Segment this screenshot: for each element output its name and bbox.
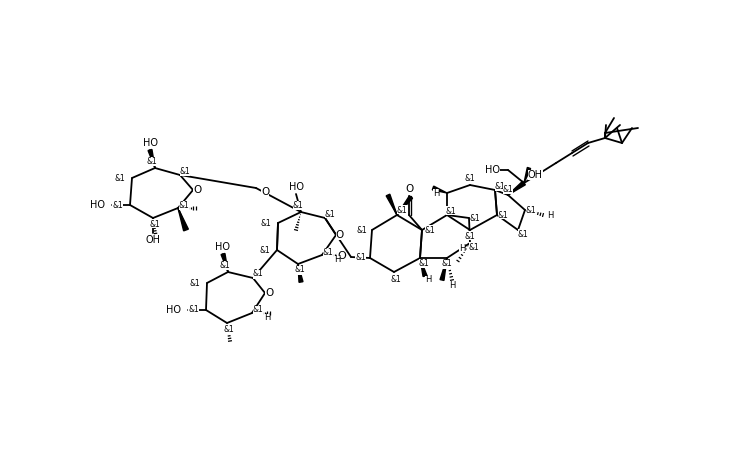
Text: &1: &1 xyxy=(397,206,407,214)
Text: HO: HO xyxy=(485,165,500,175)
Text: &1: &1 xyxy=(260,219,271,227)
Text: O: O xyxy=(337,251,346,261)
Text: HO: HO xyxy=(142,138,157,148)
Text: &1: &1 xyxy=(253,306,263,314)
Text: H: H xyxy=(433,188,439,198)
Text: &1: &1 xyxy=(219,260,231,270)
Text: O: O xyxy=(265,288,273,298)
Text: H: H xyxy=(547,211,554,219)
Text: HO: HO xyxy=(90,200,105,210)
Text: O: O xyxy=(193,185,201,195)
Text: &1: &1 xyxy=(442,259,452,268)
Text: &1: &1 xyxy=(503,185,513,193)
Text: &1: &1 xyxy=(188,306,199,314)
Text: &1: &1 xyxy=(495,181,505,191)
Text: &1: &1 xyxy=(526,206,536,214)
Polygon shape xyxy=(397,196,413,215)
Text: &1: &1 xyxy=(295,266,305,274)
Text: &1: &1 xyxy=(465,232,475,240)
Text: HO: HO xyxy=(289,182,304,192)
Text: HO: HO xyxy=(166,305,181,315)
Text: O: O xyxy=(336,230,344,240)
Text: H: H xyxy=(424,275,431,285)
Text: &1: &1 xyxy=(424,226,436,234)
Text: &1: &1 xyxy=(178,200,189,210)
Text: H: H xyxy=(449,280,455,290)
Text: &1: &1 xyxy=(419,259,430,267)
Polygon shape xyxy=(420,258,427,277)
Text: &1: &1 xyxy=(150,219,160,228)
Text: OH: OH xyxy=(528,170,543,180)
Text: H: H xyxy=(333,255,340,265)
Text: OH: OH xyxy=(145,235,160,245)
Text: &1: &1 xyxy=(112,200,123,210)
Text: O: O xyxy=(337,251,346,261)
Text: O: O xyxy=(405,184,413,194)
Polygon shape xyxy=(298,264,303,282)
Text: &1: &1 xyxy=(445,206,457,215)
Polygon shape xyxy=(178,208,188,231)
Text: &1: &1 xyxy=(224,325,234,333)
Text: &1: &1 xyxy=(147,157,157,166)
Text: &1: &1 xyxy=(357,226,367,234)
Text: &1: &1 xyxy=(498,211,508,219)
Text: &1: &1 xyxy=(189,279,200,287)
Text: H: H xyxy=(459,244,466,252)
Text: HO: HO xyxy=(216,242,231,252)
Text: &1: &1 xyxy=(355,253,366,263)
Text: &1: &1 xyxy=(260,246,270,254)
Text: &1: &1 xyxy=(253,270,263,279)
Text: &1: &1 xyxy=(470,213,480,222)
Text: &1: &1 xyxy=(325,210,336,219)
Text: O: O xyxy=(261,187,269,197)
Text: &1: &1 xyxy=(465,173,475,182)
Text: &1: &1 xyxy=(322,247,333,257)
Text: &1: &1 xyxy=(518,230,528,239)
Polygon shape xyxy=(524,167,530,183)
Text: &1: &1 xyxy=(180,166,190,175)
Polygon shape xyxy=(221,253,228,272)
Text: H: H xyxy=(264,313,270,323)
Text: &1: &1 xyxy=(468,243,480,252)
Polygon shape xyxy=(148,149,155,168)
Text: &1: &1 xyxy=(114,173,125,182)
Polygon shape xyxy=(440,258,447,280)
Text: &1: &1 xyxy=(391,274,401,284)
Polygon shape xyxy=(433,186,447,193)
Polygon shape xyxy=(508,181,525,195)
Text: &1: &1 xyxy=(292,200,304,210)
Polygon shape xyxy=(386,194,397,215)
